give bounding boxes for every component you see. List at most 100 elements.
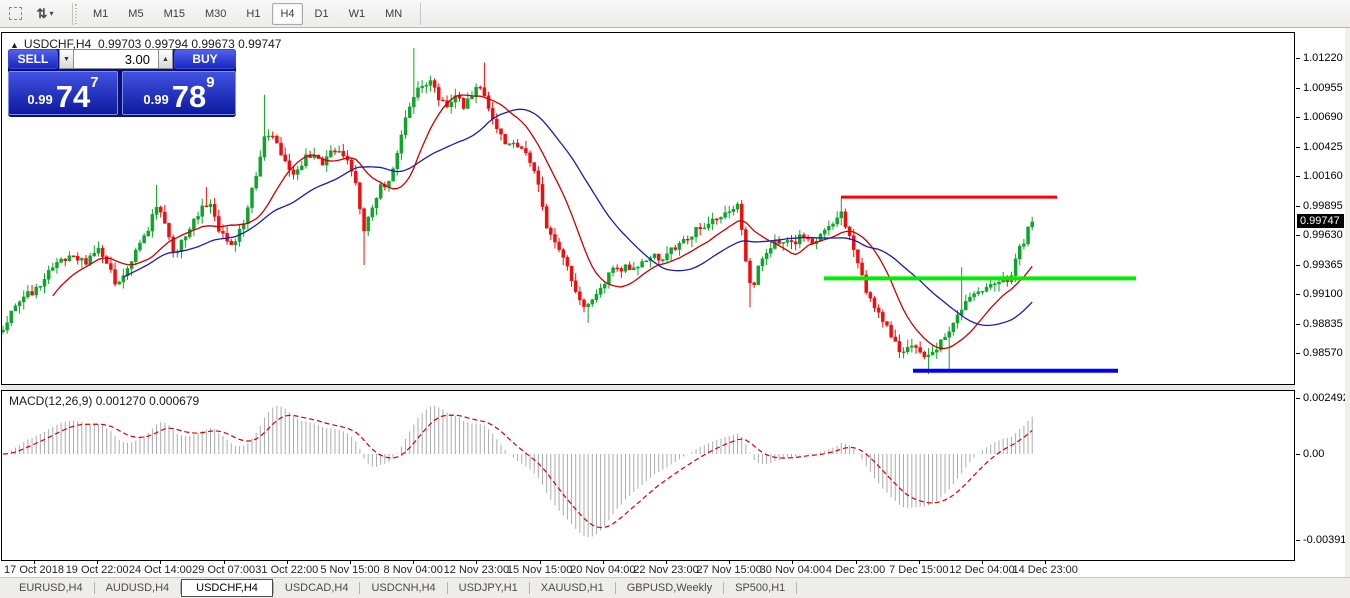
chart-tab-eurusd[interactable]: EURUSD,H4	[19, 582, 83, 594]
timeframe-button-m5[interactable]: M5	[128, 7, 144, 20]
chart-tab-gbpusd[interactable]: GBPUSD,Weekly	[626, 582, 713, 594]
toolbar-separator	[420, 2, 422, 25]
macd-tick-mark	[1296, 540, 1300, 541]
time-tick-mark	[982, 561, 983, 564]
time-tick-label: 15 Nov 15:00	[506, 564, 573, 576]
volume-decrease-button[interactable]: ▼	[59, 49, 74, 69]
time-tick-label: 5 Nov 15:00	[320, 564, 380, 576]
buy-price-pip: 9	[206, 74, 215, 91]
time-tick-label: 24 Oct 14:00	[128, 564, 192, 576]
time-tick-label: 29 Oct 07:00	[192, 564, 256, 576]
chevron-down-icon: ▾	[49, 9, 54, 18]
time-tick-label: 8 Nov 04:00	[383, 564, 443, 576]
time-tick-mark	[729, 561, 731, 564]
time-tick-label: 4 Dec 23:00	[825, 564, 886, 576]
buy-button[interactable]: BUY	[174, 49, 236, 69]
time-tick-label: 27 Nov 15:00	[696, 564, 762, 576]
chart-symbol: USDCHF,H4	[23, 37, 92, 51]
price-tick-mark	[1296, 117, 1300, 118]
price-tick-mark	[1296, 294, 1300, 295]
price-tick-label: 1.01220	[1303, 52, 1343, 64]
chart-tab-usdcnh[interactable]: USDCNH,H4	[371, 582, 436, 594]
collapse-arrow-icon[interactable]: ▲	[10, 40, 19, 50]
price-tick-label: 1.00160	[1303, 170, 1343, 182]
timeframe-button-m15[interactable]: M15	[163, 7, 185, 20]
macd-tick-label: 0.00	[1303, 448, 1325, 460]
volume-increase-button[interactable]: ▲	[158, 49, 173, 69]
timeframe-button-mn[interactable]: MN	[385, 7, 403, 20]
price-tick-mark	[1296, 235, 1300, 236]
tab-separator	[446, 582, 448, 594]
price-tick-label: 0.98570	[1303, 347, 1343, 359]
time-tick-mark	[476, 561, 478, 564]
tab-separator	[614, 582, 616, 594]
tab-separator	[528, 582, 530, 594]
price-tick-mark	[1296, 353, 1300, 354]
buy-price-button[interactable]: 0.99 78 9	[122, 71, 236, 115]
time-tick-label: 31 Oct 22:00	[255, 564, 319, 576]
double-arrow-icon: ⇅	[36, 5, 48, 21]
time-tick-mark	[666, 561, 667, 564]
time-tick-label: 7 Dec 15:00	[889, 564, 949, 576]
time-tick-mark	[1045, 561, 1047, 564]
time-tick-mark	[413, 561, 415, 564]
tab-separator	[272, 582, 274, 594]
macd-tick-mark	[1296, 454, 1300, 455]
arrange-symbols-icon[interactable]: ⇅ ▾	[28, 4, 62, 24]
time-tick-mark	[160, 561, 162, 564]
time-tick-mark	[602, 561, 604, 564]
macd-signal-value: 0.000679	[149, 394, 200, 408]
sell-button[interactable]: SELL	[8, 49, 58, 69]
price-tick-mark	[1296, 205, 1300, 207]
volume-input[interactable]: 3.00	[74, 49, 158, 69]
top-toolbar: ⇅ ▾ M1 M5 M15 M30 H1 H4 D1 W1 MN	[0, 0, 1350, 28]
macd-tick-label: -0.003913	[1303, 534, 1350, 546]
macd-value: 0.001270	[95, 394, 146, 408]
time-tick-label: 22 Nov 23:00	[633, 564, 699, 576]
macd-indicator-area[interactable]	[1, 390, 1295, 561]
chart-tab-usdcad[interactable]: USDCAD,H4	[284, 582, 349, 594]
chart-tab-audusd[interactable]: AUDUSD,H4	[105, 582, 170, 594]
tab-separator	[359, 582, 361, 594]
macd-tick-label: 0.002492	[1303, 392, 1349, 404]
time-tick-mark	[855, 561, 857, 564]
selection-rectangle-icon[interactable]	[4, 4, 24, 24]
timeframe-button-h4[interactable]: H4	[272, 2, 303, 25]
one-click-trading-panel: SELL ▼ 3.00 ▲ BUY 0.99 74 7 0.99 78 9	[8, 49, 236, 117]
time-tick-mark	[223, 561, 225, 564]
time-tick-mark	[792, 561, 794, 564]
chart-tab-usdchf[interactable]: USDCHF,H4	[181, 579, 273, 597]
tab-separator	[723, 582, 725, 594]
time-tick-label: 20 Nov 04:00	[570, 564, 636, 576]
timeframe-button-w1[interactable]: W1	[348, 7, 366, 20]
chart-tab-xauusd[interactable]: XAUUSD,H1	[540, 582, 604, 594]
time-tick-mark	[350, 561, 351, 564]
chart-tab-usdjpy[interactable]: USDJPY,H1	[458, 582, 518, 594]
price-tick-label: 0.98835	[1303, 317, 1343, 330]
chart-tab-sp500[interactable]: SP500,H1	[735, 582, 786, 594]
price-tick-mark	[1296, 58, 1300, 59]
sell-price-pip: 7	[90, 74, 99, 91]
time-tick-label: 19 Oct 22:00	[65, 564, 129, 576]
macd-name: MACD(12,26,9)	[9, 394, 93, 408]
price-tick-label: 0.99100	[1303, 288, 1343, 300]
price-tick-label: 1.00955	[1303, 81, 1343, 94]
timeframe-button-h1[interactable]: H1	[246, 7, 261, 20]
timeframe-button-m30[interactable]: M30	[204, 7, 227, 20]
tab-separator	[93, 582, 95, 594]
sell-price-button[interactable]: 0.99 74 7	[8, 71, 118, 115]
volume-stepper: ▼ 3.00 ▲	[59, 49, 173, 69]
price-tick-mark	[1296, 323, 1300, 325]
time-tick-label: 30 Nov 04:00	[759, 564, 826, 576]
time-tick-label: 17 Oct 2018	[4, 564, 64, 576]
timeframe-button-d1[interactable]: D1	[314, 7, 329, 20]
panel-divider[interactable]	[1, 385, 1295, 390]
buy-price-big: 78	[171, 79, 207, 114]
chart-tab-bar: EURUSD,H4 AUDUSD,H4 USDCHF,H4 USDCAD,H4 USDC…	[0, 577, 1350, 598]
sell-price-prefix: 0.99	[27, 92, 53, 107]
price-tick-mark	[1296, 87, 1300, 89]
price-tick-label: 0.99630	[1303, 229, 1343, 241]
time-tick-mark	[34, 561, 35, 564]
timeframe-button-m1[interactable]: M1	[93, 7, 109, 20]
